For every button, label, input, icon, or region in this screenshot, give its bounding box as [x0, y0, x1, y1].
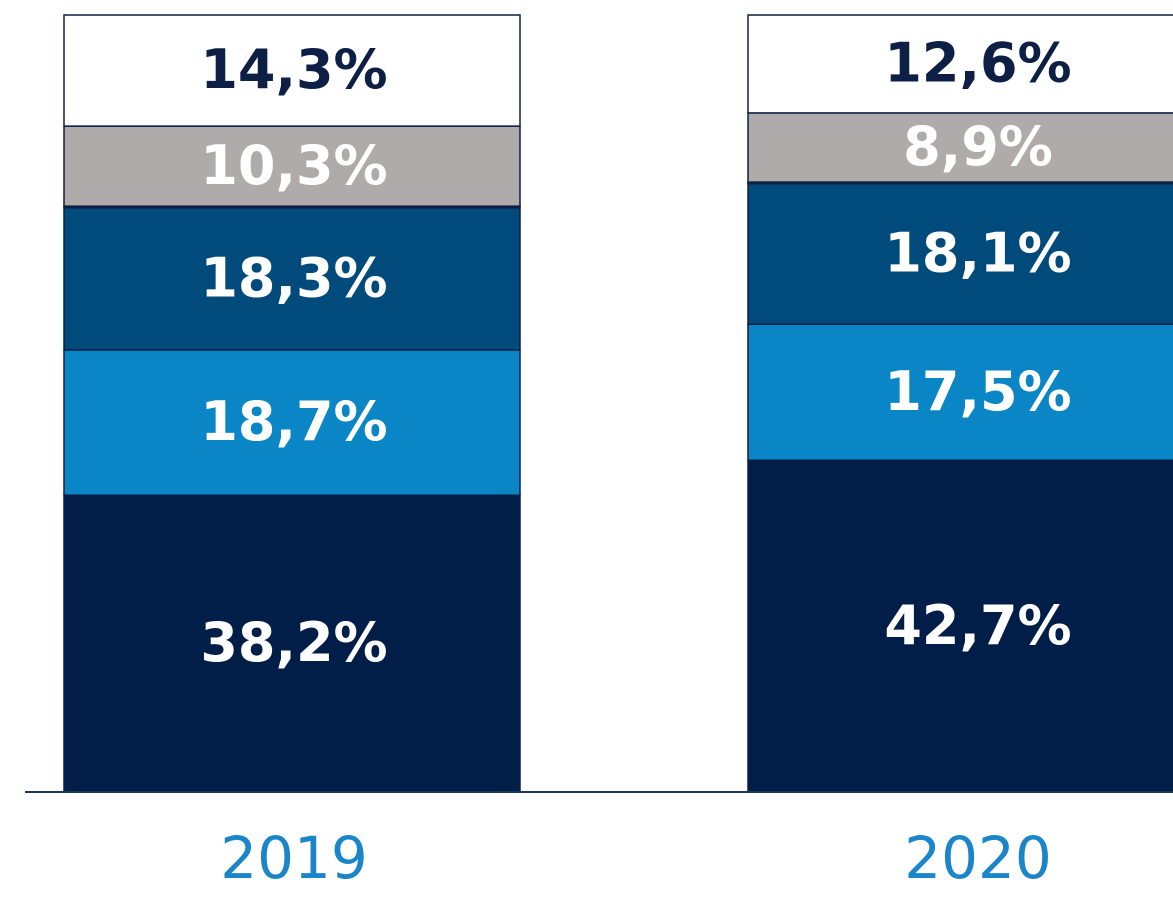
- data-label: 38,2%: [200, 611, 387, 674]
- bar-segment: [63, 14, 521, 127]
- x-tick-label: 2020: [904, 824, 1052, 892]
- data-label: 17,5%: [884, 360, 1071, 423]
- data-label: 18,7%: [200, 390, 387, 453]
- data-label: 14,3%: [200, 38, 387, 101]
- bar-segment: [63, 494, 521, 793]
- data-label: 18,1%: [884, 222, 1071, 285]
- bar-segment: [63, 349, 521, 496]
- data-label: 12,6%: [884, 32, 1071, 95]
- bar-segment: [63, 125, 521, 207]
- bar-segment: [747, 112, 1173, 183]
- data-label: 42,7%: [884, 594, 1071, 657]
- bar-segment: [747, 323, 1173, 461]
- data-label: 8,9%: [903, 115, 1053, 178]
- bar-segment: [747, 14, 1173, 114]
- x-tick-label: 2019: [220, 824, 368, 892]
- data-label: 18,3%: [200, 246, 387, 309]
- bar-segment: [747, 459, 1173, 793]
- data-label: 10,3%: [200, 134, 387, 197]
- bar-segment: [747, 182, 1173, 325]
